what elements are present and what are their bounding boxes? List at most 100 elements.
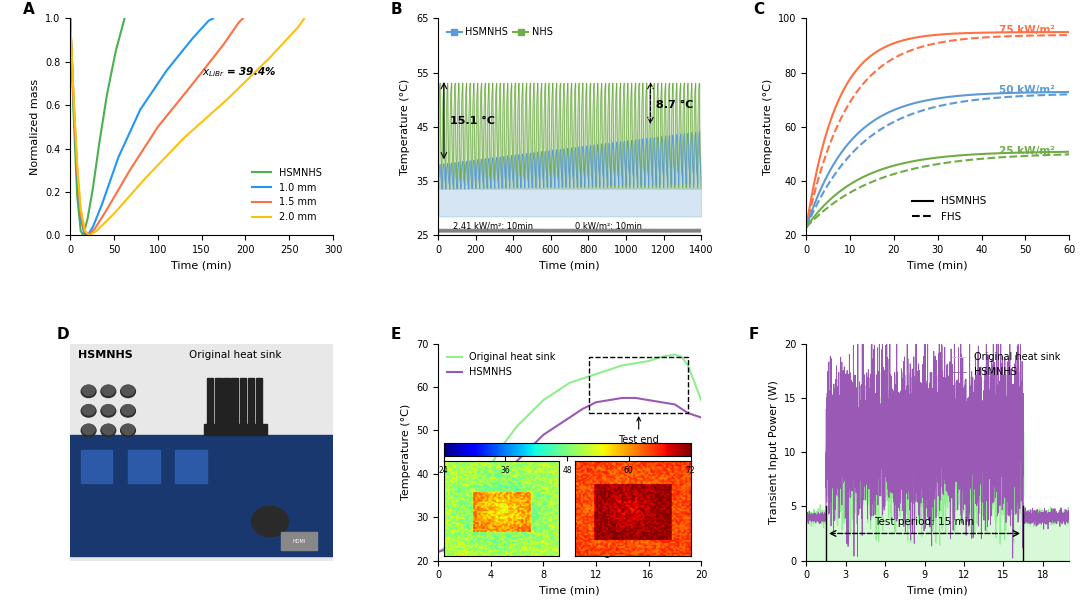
HSMNHS [564, 414, 577, 421]
HSMNHS [537, 431, 550, 439]
HSMNHS [445, 541, 458, 549]
Original heat sink [550, 387, 563, 395]
Original heat sink [990, 353, 1003, 360]
HSMNHS [577, 405, 590, 413]
Bar [204, 424, 268, 435]
Original heat sink [656, 353, 669, 360]
HSMNHS [471, 509, 484, 517]
Circle shape [121, 424, 135, 437]
HSMNHS [681, 410, 694, 417]
HSMNHS [550, 423, 563, 430]
Text: 0 kW/m²: 10min: 0 kW/m²: 10min [576, 222, 643, 231]
Original heat sink [590, 370, 603, 378]
Legend: HSMNHS, 1.0 mm, 1.5 mm, 2.0 mm: HSMNHS, 1.0 mm, 1.5 mm, 2.0 mm [247, 164, 325, 226]
Original heat sink [616, 362, 629, 369]
Line: Original heat sink: Original heat sink [438, 355, 701, 552]
HSMNHS [432, 548, 445, 556]
Bar [215, 378, 221, 426]
Circle shape [122, 424, 134, 434]
Original heat sink [1042, 514, 1055, 521]
Bar [231, 378, 238, 426]
Original heat sink [933, 541, 946, 548]
Text: 8.7 °C: 8.7 °C [656, 100, 693, 110]
HSMNHS [590, 399, 603, 406]
Bar [281, 532, 318, 549]
Circle shape [122, 405, 134, 415]
Original heat sink [484, 461, 497, 469]
Text: C: C [754, 2, 765, 17]
Original heat sink [694, 397, 707, 404]
Text: D: D [57, 327, 70, 342]
Original heat sink [537, 397, 550, 404]
HSMNHS [656, 399, 669, 406]
HSMNHS [498, 470, 511, 477]
Original heat sink [498, 440, 511, 447]
Original heat sink [458, 514, 471, 521]
HSMNHS [990, 476, 1003, 484]
Circle shape [121, 405, 135, 417]
Y-axis label: Normalized mass: Normalized mass [29, 79, 40, 175]
Circle shape [100, 424, 116, 437]
Original heat sink [471, 487, 484, 495]
Original heat sink [669, 351, 681, 359]
HSMNHS [458, 527, 471, 534]
Original heat sink [1055, 519, 1068, 526]
HSMNHS [616, 394, 629, 402]
Text: HSMNHS: HSMNHS [480, 548, 523, 558]
Text: 15.1 °C: 15.1 °C [449, 116, 495, 126]
HSMNHS [629, 394, 642, 402]
Text: 75 kW/m²: 75 kW/m² [999, 25, 1055, 35]
Line: HSMNHS: HSMNHS [807, 344, 1069, 558]
HSMNHS [484, 487, 497, 495]
Original heat sink [524, 410, 537, 417]
Text: 50 kW/m²: 50 kW/m² [999, 85, 1055, 95]
Original heat sink [643, 357, 656, 365]
Original heat sink [991, 490, 1004, 497]
Circle shape [82, 385, 95, 395]
Text: 25 kW/m²: 25 kW/m² [999, 146, 1055, 156]
HSMNHS [1042, 516, 1055, 524]
X-axis label: Time (min): Time (min) [539, 586, 600, 596]
Circle shape [102, 405, 114, 415]
Text: B: B [391, 2, 403, 17]
Text: HDMI: HDMI [293, 538, 306, 543]
Y-axis label: Temperature (°C): Temperature (°C) [401, 79, 410, 175]
Original heat sink [913, 518, 926, 525]
Original heat sink [681, 362, 694, 369]
Legend: HSMNHS, FHS: HSMNHS, FHS [907, 192, 990, 226]
X-axis label: Time (min): Time (min) [907, 261, 968, 270]
X-axis label: Time (min): Time (min) [539, 261, 600, 270]
HSMNHS [910, 445, 923, 453]
Bar [175, 450, 207, 482]
HSMNHS [851, 340, 864, 347]
Legend: Original heat sink, HSMNHS: Original heat sink, HSMNHS [443, 349, 559, 381]
Text: Original heat sink: Original heat sink [590, 548, 676, 558]
Legend: Original heat sink, HSMNHS: Original heat sink, HSMNHS [948, 349, 1064, 381]
Text: Test period: 15 min: Test period: 15 min [875, 517, 975, 527]
Bar [590, 357, 688, 413]
HSMNHS [524, 444, 537, 452]
HSMNHS [643, 397, 656, 404]
Text: 2.41 kW/m²: 10min: 2.41 kW/m²: 10min [454, 222, 534, 231]
Original heat sink [577, 375, 590, 382]
X-axis label: Time (min): Time (min) [907, 586, 968, 596]
Original heat sink [800, 512, 813, 519]
Text: HSMNHS: HSMNHS [78, 351, 133, 360]
Original heat sink [675, 353, 688, 360]
HSMNHS [694, 414, 707, 421]
HSMNHS [669, 401, 681, 408]
Original heat sink [564, 379, 577, 386]
HSMNHS [924, 528, 937, 535]
Circle shape [121, 386, 135, 397]
Circle shape [100, 386, 116, 397]
Bar [247, 378, 254, 426]
X-axis label: Time (min): Time (min) [172, 261, 232, 270]
Circle shape [102, 424, 114, 434]
Line: HSMNHS: HSMNHS [438, 398, 701, 552]
HSMNHS [1063, 507, 1076, 514]
Bar [70, 435, 333, 556]
HSMNHS [800, 516, 813, 523]
Line: Original heat sink: Original heat sink [807, 357, 1069, 545]
Original heat sink [438, 544, 451, 551]
Legend: HSMNHS, NHS: HSMNHS, NHS [443, 23, 556, 41]
